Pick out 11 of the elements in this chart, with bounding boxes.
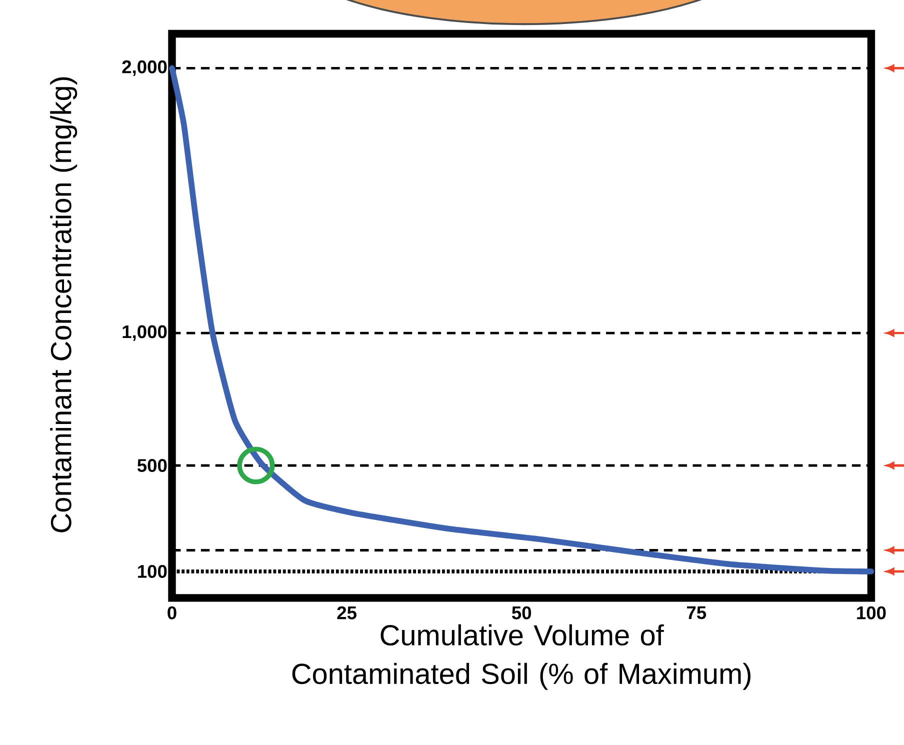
x-tick-label: 50 (512, 606, 532, 620)
y-tick-label: 1,000 (122, 325, 167, 342)
y-tick-label: 100 (138, 565, 167, 578)
x-tick-label: 100 (857, 606, 886, 620)
x-axis-title: Cumulative Volume of Contaminated Soil (% of Maximum) (292, 624, 750, 690)
x-tick-label: 75 (687, 606, 706, 620)
x-tick-label: 25 (337, 606, 356, 620)
y-tick-label: 500 (137, 459, 167, 472)
x-tick-label: 0 (168, 606, 176, 620)
y-axis-title: Contaminant Concentration (mg/kg) (50, 78, 78, 532)
y-tick-label: 2,000 (122, 60, 167, 76)
